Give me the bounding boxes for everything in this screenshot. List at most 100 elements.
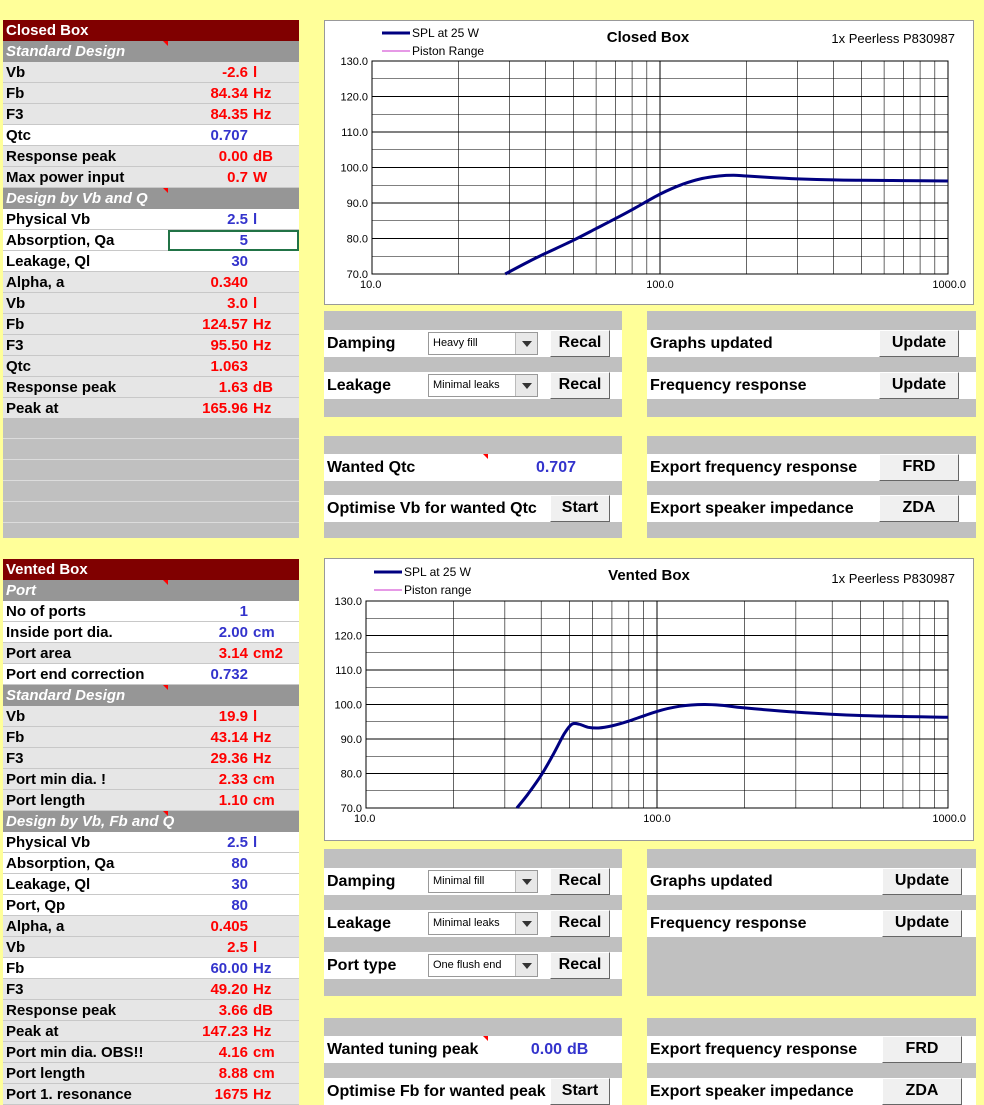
closed-row-value: 84.34 xyxy=(210,85,248,102)
vented-row-value-cell[interactable]: 0.732 xyxy=(168,664,299,685)
vented-leakage-recal-button[interactable]: Recal xyxy=(550,910,610,937)
vented-port-type-recal-button[interactable]: Recal xyxy=(550,952,610,979)
comment-marker xyxy=(163,188,168,193)
vented-row-value-cell[interactable]: 30 xyxy=(168,874,299,895)
vented-graphs-update-button[interactable]: Update xyxy=(882,868,962,895)
vented-row-value-cell: 147.23 Hz xyxy=(168,1021,299,1042)
closed-row-value-cell: 84.35 Hz xyxy=(168,104,299,125)
y-tick-label: 110.0 xyxy=(335,665,362,677)
closed-row-label: Response peak xyxy=(3,377,168,398)
closed-table-row: Qtc 1.063 xyxy=(3,356,299,377)
vented-row-unit: Hz xyxy=(253,729,272,746)
closed-optimise-label: Optimise Vb for wanted Qtc xyxy=(327,500,537,517)
y-tick-label: 120.0 xyxy=(340,92,368,104)
vented-leakage-select[interactable]: Minimal leaks xyxy=(428,912,538,935)
vented-row-value: 49.20 xyxy=(210,981,248,998)
vented-row-value-cell[interactable]: 2.00 cm xyxy=(168,622,299,643)
closed-row-value: 30 xyxy=(231,253,248,270)
closed-freq-response-label: Frequency response xyxy=(650,377,807,394)
closed-table-row: Peak at 165.96 Hz xyxy=(3,398,299,419)
vented-row-value-cell[interactable]: 60.00 Hz xyxy=(168,958,299,979)
closed-damping-select[interactable]: Heavy fill xyxy=(428,332,538,355)
closed-graphs-update-button[interactable]: Update xyxy=(879,330,959,357)
vented-zda-button[interactable]: ZDA xyxy=(882,1078,962,1105)
closed-zda-button[interactable]: ZDA xyxy=(879,495,959,522)
chevron-down-icon[interactable] xyxy=(515,913,537,934)
vented-row-value-cell[interactable]: 2.5 l xyxy=(168,832,299,853)
vented-row-unit: cm xyxy=(253,771,275,788)
vented-row-value-cell: 29.36 Hz xyxy=(168,748,299,769)
closed-optimise-row: Optimise Vb for wanted Qtc Start xyxy=(324,495,622,522)
vented-row-value-cell: 8.88 cm xyxy=(168,1063,299,1084)
vented-table-row: Alpha, a 0.405 xyxy=(3,916,299,937)
vented-row-unit xyxy=(248,855,253,872)
chevron-down-icon[interactable] xyxy=(515,955,537,976)
vented-optimise-start-button[interactable]: Start xyxy=(550,1078,610,1105)
closed-damping-recal-button[interactable]: Recal xyxy=(550,330,610,357)
vented-row-value-cell: 4.16 cm xyxy=(168,1042,299,1063)
vented-row-value-cell[interactable]: 1 xyxy=(168,601,299,622)
vented-controls-panel: Damping Minimal fill Recal Leakage Minim… xyxy=(324,849,622,996)
vented-row-value: 19.9 xyxy=(218,708,248,725)
vented-table-row: Port end correction 0.732 xyxy=(3,664,299,685)
vented-row-value-cell[interactable]: 80 xyxy=(168,895,299,916)
closed-row-unit: Hz xyxy=(253,400,272,417)
closed-row-unit: Hz xyxy=(253,337,272,354)
vented-row-value-cell[interactable]: 80 xyxy=(168,853,299,874)
vented-row-value: 3.14 xyxy=(218,645,248,662)
closed-row-value: 124.57 xyxy=(202,316,248,333)
closed-row-value-cell[interactable]: 30 xyxy=(168,251,299,272)
vented-row-unit: dB xyxy=(253,1002,273,1019)
vented-row-unit xyxy=(248,897,253,914)
closed-wanted-qtc-value[interactable]: 0.707 xyxy=(535,459,576,476)
vented-row-value: 29.36 xyxy=(210,750,248,767)
vented-damping-select[interactable]: Minimal fill xyxy=(428,870,538,893)
vented-row-unit: l xyxy=(253,834,258,851)
chevron-down-icon[interactable] xyxy=(515,375,537,396)
vented-leakage-row: Leakage Minimal leaks Recal xyxy=(324,910,622,937)
vented-row-label: Absorption, Qa xyxy=(3,853,168,874)
vented-damping-row: Damping Minimal fill Recal xyxy=(324,868,622,895)
vented-row-value-cell: 3.14 cm2 xyxy=(168,643,299,664)
vented-row-label: Port length xyxy=(3,790,168,811)
vented-export-freq-label: Export frequency response xyxy=(650,1041,858,1058)
vented-row-unit: cm xyxy=(253,1065,275,1082)
vented-frd-button[interactable]: FRD xyxy=(882,1036,962,1063)
vented-row-value: 30 xyxy=(231,876,248,893)
chevron-down-icon[interactable] xyxy=(515,871,537,892)
closed-leakage-select[interactable]: Minimal leaks xyxy=(428,374,538,397)
vented-leakage-select-value: Minimal leaks xyxy=(433,917,500,929)
closed-optimise-start-button[interactable]: Start xyxy=(550,495,610,522)
closed-table-row: Physical Vb 2.5 l xyxy=(3,209,299,230)
closed-row-value-cell[interactable]: 0.707 xyxy=(168,125,299,146)
comment-marker xyxy=(483,1036,488,1041)
closed-row-value-cell[interactable]: 5 xyxy=(168,230,299,251)
y-tick-label: 70.0 xyxy=(347,269,368,281)
vented-section-header: Standard Design xyxy=(3,685,299,706)
closed-frd-button[interactable]: FRD xyxy=(879,454,959,481)
closed-row-value-cell: 165.96 Hz xyxy=(168,398,299,419)
vented-optimise-panel: Wanted tuning peak 0.00 dB Optimise Fb f… xyxy=(324,1018,622,1105)
closed-row-value: 0.00 xyxy=(218,148,248,165)
closed-table-row: F3 95.50 Hz xyxy=(3,335,299,356)
plot-area xyxy=(371,60,949,275)
closed-controls-panel: Damping Heavy fill Recal Leakage Minimal… xyxy=(324,311,622,417)
vented-update-panel: Graphs updated Update Frequency response… xyxy=(647,849,976,996)
closed-leakage-recal-button[interactable]: Recal xyxy=(550,372,610,399)
vented-row-label: Port min dia. ! xyxy=(3,769,168,790)
vented-freq-update-button[interactable]: Update xyxy=(882,910,962,937)
y-tick-label: 100.0 xyxy=(340,163,368,175)
closed-row-unit: Hz xyxy=(253,316,272,333)
vented-damping-recal-button[interactable]: Recal xyxy=(550,868,610,895)
chevron-down-icon[interactable] xyxy=(515,333,537,354)
closed-row-value-cell[interactable]: 2.5 l xyxy=(168,209,299,230)
legend-label: Piston range xyxy=(404,583,472,597)
vented-table-row: Leakage, Ql 30 xyxy=(3,874,299,895)
vented-export-imp-label: Export speaker impedance xyxy=(650,1083,854,1100)
vented-port-type-select[interactable]: One flush end xyxy=(428,954,538,977)
vented-box-chart-svg: 70.0 80.0 90.0 100.0 110.0 120.0 130.0 10.0 100.… xyxy=(334,565,966,825)
vented-wanted-peak-value[interactable]: 0.00 xyxy=(494,1036,562,1063)
closed-freq-update-button[interactable]: Update xyxy=(879,372,959,399)
vented-row-value: 2.33 xyxy=(218,771,248,788)
closed-row-label: Vb xyxy=(3,293,168,314)
